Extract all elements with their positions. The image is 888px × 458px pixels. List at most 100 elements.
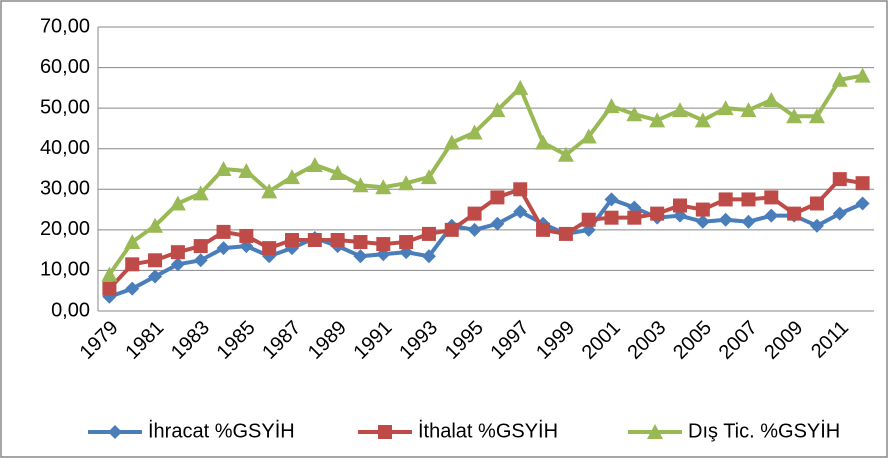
series-marker [627,210,642,225]
series-marker [102,281,117,296]
series-line [107,73,863,276]
y-tick-label: 40,00 [40,137,90,159]
series-marker [216,224,231,239]
series-marker [536,222,551,237]
series-marker [694,112,711,128]
y-tick-label: 20,00 [40,218,90,240]
series-marker [672,102,688,118]
series-marker [513,204,528,219]
y-tick-label: 50,00 [40,96,90,118]
series-marker [741,214,756,229]
series-marker [558,226,573,241]
series-marker [490,190,505,205]
series-marker [148,253,163,268]
series-marker [443,134,460,150]
series-marker [192,185,209,201]
series-marker [512,79,529,95]
series-marker [809,196,824,211]
series-marker [330,233,345,247]
series-marker [855,176,870,191]
series-marker [763,92,780,108]
series-marker [421,226,436,241]
series-marker [695,214,710,229]
series-marker [649,112,666,128]
legend-marker [378,425,392,439]
series-marker [375,179,392,195]
y-tick-label: 30,00 [40,178,90,200]
series-marker [831,71,848,87]
y-tick-label: 60,00 [40,56,90,78]
series-marker [557,146,574,162]
series-marker [786,108,803,124]
series-marker [673,198,687,213]
series-marker [399,235,414,250]
series-marker [170,245,185,260]
series-marker [808,108,825,124]
series-marker [284,169,300,185]
series-marker [741,192,756,207]
series-marker [855,196,870,211]
series-marker [398,175,415,191]
series-marker [604,210,619,225]
series-marker [695,202,710,217]
series-marker [489,102,506,118]
series-marker [832,206,847,221]
series-marker [718,212,733,227]
series-marker [125,257,140,272]
series-marker [353,235,368,250]
series-marker [421,249,436,264]
series-marker [832,172,847,187]
series-marker [239,228,254,243]
series-marker [490,216,505,231]
series-marker [717,100,734,116]
series-marker [147,217,164,233]
series-marker [215,161,232,176]
series-marker [170,257,185,272]
series-marker [238,163,255,179]
series-marker [467,206,482,221]
series-marker [854,67,871,83]
series-marker [124,234,141,250]
series-marker [285,233,299,247]
series-line [107,177,863,291]
series-marker [740,102,757,118]
series-marker [329,165,346,181]
series-marker [420,169,437,185]
series-marker [580,128,597,144]
series-marker [466,124,483,140]
series-marker [764,190,779,205]
legend-marker [647,424,663,439]
series-marker [306,156,323,172]
y-tick-label: 10,00 [40,259,90,281]
series-marker [193,239,208,254]
series-marker [535,134,552,150]
series-marker [216,241,231,256]
series-marker [764,208,779,223]
y-tick-label: 0,00 [51,299,90,321]
series-marker [169,195,186,211]
legend-label: İhracat %GSYİH [148,419,295,442]
series-marker [787,206,802,221]
series-marker [352,177,369,193]
series-marker [261,183,278,199]
series-marker [809,218,824,233]
series-marker [626,106,643,122]
legend-marker [108,425,122,439]
series-marker [148,269,163,284]
series-marker [603,98,620,114]
series-marker [262,241,277,256]
series-marker [604,192,619,207]
series-marker [513,182,528,197]
series-marker [101,266,118,282]
series-marker [467,222,482,237]
series-marker [650,206,665,221]
legend-label: İthalat %GSYİH [418,419,558,442]
series-marker [353,249,368,264]
series-line [108,197,864,299]
series-marker [718,192,733,207]
series-marker [125,281,140,296]
series-marker [307,233,322,247]
y-tick-label: 70,00 [40,15,90,37]
